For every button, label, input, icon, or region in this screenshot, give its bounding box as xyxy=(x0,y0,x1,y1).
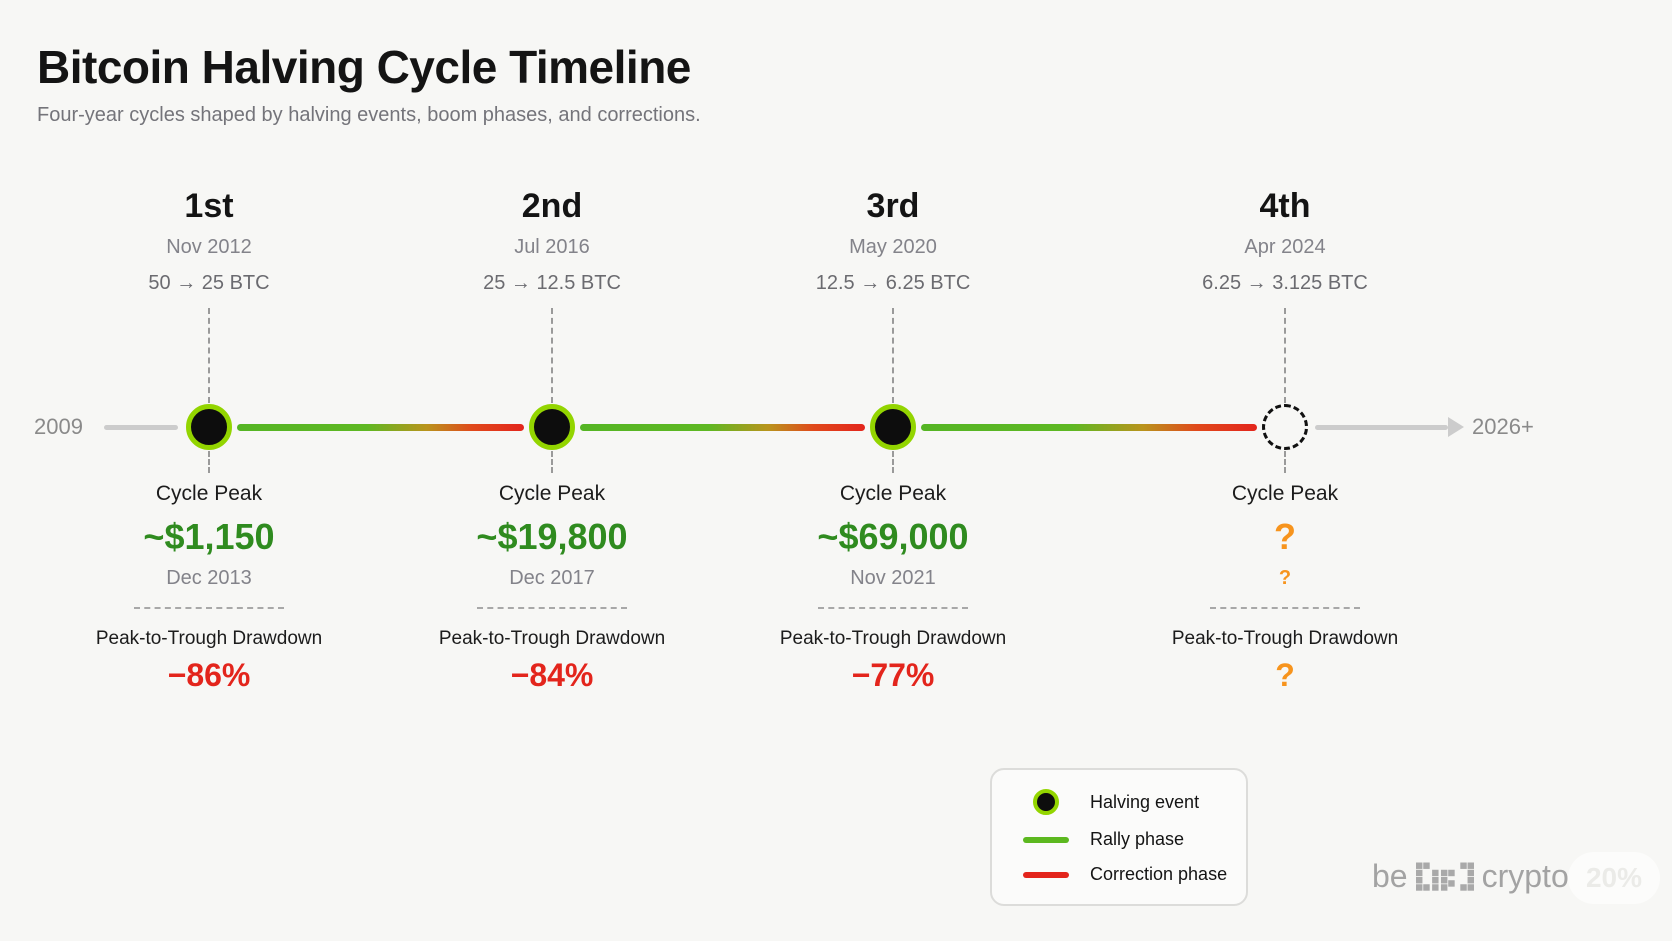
dashed-separator xyxy=(134,607,284,609)
node-slot xyxy=(372,403,732,451)
cycle-peak-label: Cycle Peak xyxy=(498,482,606,505)
halving-event-icon xyxy=(870,404,916,450)
logo-text-be: be xyxy=(1372,858,1408,894)
legend-label: Correction phase xyxy=(1090,864,1228,884)
halving-ordinal: 2nd xyxy=(521,187,583,225)
legend-item-halving-event: Halving event xyxy=(1020,789,1246,815)
cycle-segment-2 xyxy=(580,424,865,431)
cycle-peak-label: Cycle Peak xyxy=(839,482,947,505)
cycle-peak-date: Dec 2013 xyxy=(166,567,252,589)
halving-ordinal: 1st xyxy=(184,187,234,225)
drawdown-value: ? xyxy=(1275,657,1295,693)
drawdown-label: Peak-to-Trough Drawdown xyxy=(95,628,323,649)
legend-label: Halving event xyxy=(1090,791,1200,812)
axis-arrow-head-icon xyxy=(1448,417,1464,437)
cycle-peak-value: ~$1,150 xyxy=(143,516,275,557)
dashed-connector xyxy=(892,308,894,403)
dashed-separator xyxy=(818,607,968,609)
reward-change: 25 → 12.5 BTC xyxy=(483,272,621,294)
node-slot xyxy=(29,403,389,451)
cycle-peak-value: ? xyxy=(1274,516,1296,557)
dashed-connector xyxy=(892,451,894,473)
page-title: Bitcoin Halving Cycle Timeline xyxy=(37,41,691,93)
beincrypto-pixel-icon xyxy=(1415,862,1474,891)
correction-line-icon xyxy=(1020,871,1072,878)
cycle-peak-date: Nov 2021 xyxy=(850,567,936,589)
cycle-peak-label: Cycle Peak xyxy=(155,482,263,505)
dashed-connector xyxy=(1284,308,1286,403)
drawdown-label: Peak-to-Trough Drawdown xyxy=(1171,628,1399,649)
node-slot xyxy=(1105,403,1465,451)
legend-item-correction-phase: Correction phase xyxy=(1020,864,1246,885)
reward-change: 6.25 → 3.125 BTC xyxy=(1202,272,1368,294)
reward-change: 50 → 25 BTC xyxy=(148,272,270,294)
dashed-connector xyxy=(551,451,553,473)
dashed-connector xyxy=(1284,451,1286,473)
beincrypto-logo: be crypto xyxy=(1372,858,1569,895)
halving-column-3: 3rd May 2020 12.5 → 6.25 BTC Cycle Peak … xyxy=(713,186,1073,695)
future-halving-event-icon xyxy=(1262,404,1308,450)
halving-event-icon xyxy=(186,404,232,450)
reward-change: 12.5 → 6.25 BTC xyxy=(815,272,971,294)
halving-date: Jul 2016 xyxy=(514,236,590,258)
legend: Halving event Rally phase Correction pha… xyxy=(990,768,1248,906)
rally-line-icon xyxy=(1020,836,1072,843)
legend-label: Rally phase xyxy=(1090,829,1185,849)
halving-column-1: 1st Nov 2012 50 → 25 BTC Cycle Peak ~$1,… xyxy=(29,186,389,695)
cycle-peak-value: ~$69,000 xyxy=(817,516,969,557)
halving-column-2: 2nd Jul 2016 25 → 12.5 BTC Cycle Peak ~$… xyxy=(372,186,732,695)
drawdown-label: Peak-to-Trough Drawdown xyxy=(438,628,666,649)
dashed-connector xyxy=(208,308,210,403)
halving-event-icon xyxy=(529,404,575,450)
halving-column-4: 4th Apr 2024 6.25 → 3.125 BTC Cycle Peak… xyxy=(1105,186,1465,695)
dashed-connector xyxy=(208,451,210,473)
cycle-peak-label: Cycle Peak xyxy=(1231,482,1339,505)
dashed-connector xyxy=(551,308,553,403)
cycle-peak-value: ~$19,800 xyxy=(476,516,628,557)
axis-start-label: 2009 xyxy=(34,414,83,439)
legend-item-rally-phase: Rally phase xyxy=(1020,829,1246,850)
halving-dot-icon xyxy=(1020,789,1072,815)
drawdown-value: −77% xyxy=(851,657,935,693)
halving-date: Apr 2024 xyxy=(1244,236,1326,258)
node-slot xyxy=(713,403,1073,451)
axis-start-segment xyxy=(104,425,178,430)
discount-watermark: 20% xyxy=(1568,852,1660,904)
halving-ordinal: 3rd xyxy=(866,187,920,225)
halving-date: May 2020 xyxy=(849,236,937,258)
halving-date: Nov 2012 xyxy=(166,236,252,258)
halving-ordinal: 4th xyxy=(1259,187,1311,225)
axis-end-label: 2026+ xyxy=(1472,414,1534,439)
cycle-segment-3 xyxy=(921,424,1257,431)
logo-text-crypto: crypto xyxy=(1481,858,1569,894)
dashed-separator xyxy=(477,607,627,609)
cycle-peak-date: ? xyxy=(1278,567,1292,589)
drawdown-label: Peak-to-Trough Drawdown xyxy=(779,628,1007,649)
page-subtitle: Four-year cycles shaped by halving event… xyxy=(37,104,701,126)
drawdown-value: −86% xyxy=(167,657,251,693)
axis-arrow-tail xyxy=(1315,425,1448,430)
cycle-peak-date: Dec 2017 xyxy=(509,567,595,589)
drawdown-value: −84% xyxy=(510,657,594,693)
cycle-segment-1 xyxy=(237,424,524,431)
dashed-separator xyxy=(1210,607,1360,609)
